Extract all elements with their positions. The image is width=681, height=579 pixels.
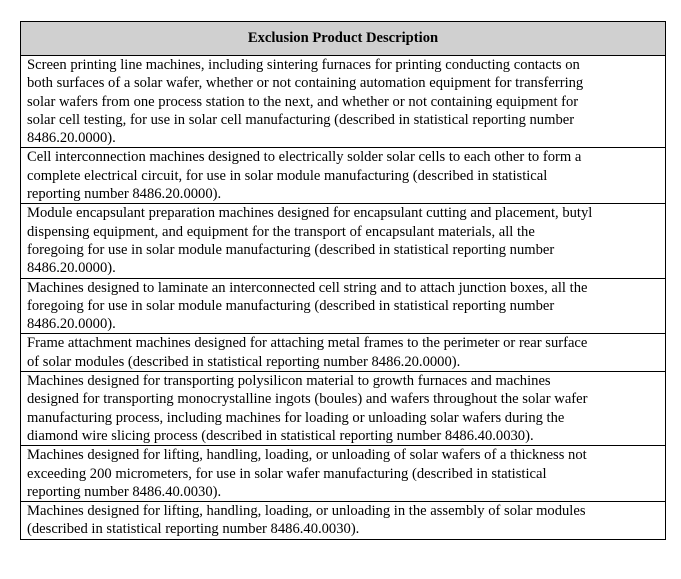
description-line: manufacturing process, including machine…: [27, 409, 565, 426]
description-line: exceeding 200 micrometers, for use in so…: [27, 465, 547, 482]
description-line: Machines designed for lifting, handling,…: [27, 503, 586, 520]
product-description-cell: Frame attachment machines designed for a…: [20, 333, 666, 373]
description-line: solar cell testing, for use in solar cel…: [27, 111, 575, 128]
table-row: Machines designed for transporting polys…: [20, 371, 666, 447]
product-description-cell: Cell interconnection machines designed t…: [20, 147, 666, 205]
description-line: diamond wire slicing process (described …: [27, 427, 534, 444]
description-line: Machines designed for transporting polys…: [27, 373, 551, 390]
description-line: reporting number 8486.40.0030).: [27, 483, 222, 500]
header-row: Exclusion Product Description: [20, 21, 666, 56]
description-line: 8486.20.0000).: [27, 316, 116, 333]
description-line: solar wafers from one process station to…: [27, 93, 579, 110]
description-line: Screen printing line machines, including…: [27, 57, 580, 73]
description-line: foregoing for use in solar module manufa…: [27, 297, 555, 314]
table-row: Screen printing line machines, including…: [20, 54, 666, 149]
product-description-cell: Screen printing line machines, including…: [20, 54, 666, 149]
description-line: designed for transporting monocrystallin…: [27, 391, 588, 408]
description-line: foregoing for use in solar module manufa…: [27, 241, 555, 258]
description-line: dispensing equipment, and equipment for …: [27, 223, 535, 240]
description-line: Machines designed to laminate an interco…: [27, 279, 588, 296]
product-description-cell: Machines designed for transporting polys…: [20, 371, 666, 447]
table-row: Module encapsulant preparation machines …: [20, 203, 666, 279]
description-line: reporting number 8486.20.0000).: [27, 186, 222, 203]
table-row: Frame attachment machines designed for a…: [20, 333, 666, 373]
product-description-cell: Machines designed for lifting, handling,…: [20, 501, 666, 540]
description-line: Module encapsulant preparation machines …: [27, 205, 593, 222]
table-row: Machines designed for lifting, handling,…: [20, 501, 666, 540]
description-line: both surfaces of a solar wafer, whether …: [27, 75, 584, 92]
description-line: Frame attachment machines designed for a…: [27, 335, 588, 352]
product-description-cell: Machines designed for lifting, handling,…: [20, 445, 666, 503]
description-line: complete electrical circuit, for use in …: [27, 167, 548, 184]
table-row: Machines designed to laminate an interco…: [20, 277, 666, 335]
product-description-cell: Module encapsulant preparation machines …: [20, 203, 666, 279]
description-line: of solar modules (described in statistic…: [27, 353, 461, 370]
description-line: 8486.20.0000).: [27, 260, 116, 277]
exclusion-table: Exclusion Product Description Screen pri…: [20, 21, 666, 540]
description-line: Machines designed for lifting, handling,…: [27, 447, 587, 464]
description-line: 8486.20.0000).: [27, 130, 116, 147]
table-row: Cell interconnection machines designed t…: [20, 147, 666, 205]
description-line: (described in statistical reporting numb…: [27, 521, 360, 538]
column-header: Exclusion Product Description: [20, 21, 666, 56]
table-row: Machines designed for lifting, handling,…: [20, 445, 666, 503]
product-description-cell: Machines designed to laminate an interco…: [20, 277, 666, 335]
description-line: Cell interconnection machines designed t…: [27, 149, 582, 166]
